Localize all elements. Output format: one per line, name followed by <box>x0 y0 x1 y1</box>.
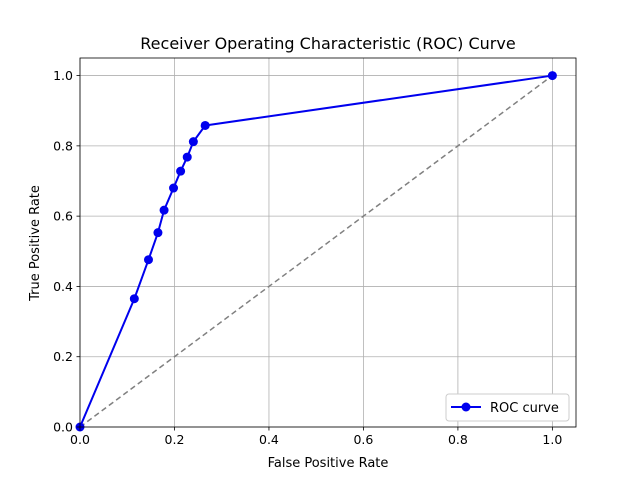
roc-point <box>169 183 179 193</box>
y-tick-label: 0.8 <box>53 138 73 153</box>
y-tick-label: 1.0 <box>53 68 73 83</box>
roc-point <box>547 71 557 81</box>
roc-point <box>143 255 153 265</box>
x-tick-label: 0.8 <box>448 432 468 447</box>
x-tick-label: 0.4 <box>259 432 279 447</box>
roc-point <box>129 294 139 304</box>
y-tick-label: 0.6 <box>53 209 73 224</box>
plot-frame <box>79 57 577 428</box>
x-axis-label: False Positive Rate <box>268 456 389 471</box>
y-tick-label: 0.0 <box>53 420 73 435</box>
x-tick-label: 0.2 <box>165 432 185 447</box>
x-tick-label: 0.6 <box>353 432 373 447</box>
x-axis-ticks: 0.0 0.2 0.4 0.6 0.8 1.0 <box>70 427 562 447</box>
chart-title: Receiver Operating Characteristic (ROC) … <box>140 34 515 53</box>
roc-point <box>200 120 210 130</box>
y-axis-ticks: 0.0 0.2 0.4 0.6 0.8 1.0 <box>53 68 80 435</box>
roc-point <box>188 137 198 147</box>
legend-label: ROC curve <box>490 401 559 416</box>
legend-marker-sample <box>461 402 471 412</box>
roc-point <box>153 228 163 238</box>
y-tick-label: 0.2 <box>53 349 73 364</box>
x-tick-label: 1.0 <box>542 432 562 447</box>
legend: ROC curve <box>445 393 570 422</box>
roc-point <box>159 205 169 215</box>
legend-box <box>445 393 570 422</box>
y-tick-label: 0.4 <box>53 279 73 294</box>
x-tick-label: 0.0 <box>70 432 90 447</box>
y-axis-label: True Positive Rate <box>28 185 43 302</box>
reference-diagonal-line <box>79 74 553 428</box>
roc-point <box>182 152 192 162</box>
roc-point <box>176 166 186 176</box>
